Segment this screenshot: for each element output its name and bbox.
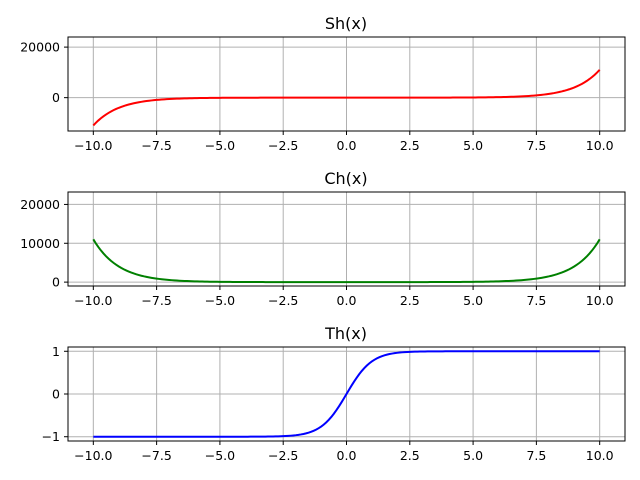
subplot-title: Ch(x) bbox=[324, 169, 367, 188]
x-tick-label: 2.5 bbox=[400, 448, 420, 463]
x-tick-label: 5.0 bbox=[463, 448, 483, 463]
x-tick-label: 2.5 bbox=[400, 293, 420, 308]
x-tick-label: 0.0 bbox=[337, 293, 357, 308]
x-tick-label: −7.5 bbox=[141, 138, 171, 153]
x-tick-label: −2.5 bbox=[268, 448, 298, 463]
x-tick-label: 2.5 bbox=[400, 138, 420, 153]
series-line-sinh bbox=[92, 69, 601, 127]
x-tick-label: −2.5 bbox=[268, 293, 298, 308]
x-tick-label: 7.5 bbox=[526, 138, 546, 153]
y-tick-label: 0 bbox=[52, 275, 60, 290]
x-tick-label: 5.0 bbox=[463, 293, 483, 308]
x-tick-label: 5.0 bbox=[463, 138, 483, 153]
grid bbox=[68, 192, 625, 286]
x-tick-label: 0.0 bbox=[337, 448, 357, 463]
y-tick-label: 0 bbox=[52, 90, 60, 105]
x-tick-label: −7.5 bbox=[141, 448, 171, 463]
x-tick-label: −10.0 bbox=[74, 138, 112, 153]
subplot-title: Th(x) bbox=[324, 324, 367, 343]
x-tick-label: 10.0 bbox=[586, 138, 614, 153]
x-tick-label: 10.0 bbox=[586, 293, 614, 308]
y-tick-label: 0 bbox=[52, 387, 60, 402]
x-tick-label: −5.0 bbox=[205, 293, 235, 308]
x-tick-label: −5.0 bbox=[205, 448, 235, 463]
x-tick-label: 0.0 bbox=[337, 138, 357, 153]
y-tick-label: −1 bbox=[42, 429, 60, 444]
x-tick-label: 7.5 bbox=[526, 448, 546, 463]
series-line-tanh bbox=[93, 350, 600, 438]
x-tick-label: −10.0 bbox=[74, 293, 112, 308]
x-tick-label: −10.0 bbox=[74, 448, 112, 463]
x-tick-label: −5.0 bbox=[205, 138, 235, 153]
y-tick-label: 20000 bbox=[20, 40, 60, 55]
y-tick-label: 10000 bbox=[20, 236, 60, 251]
subplot-title: Sh(x) bbox=[325, 14, 367, 33]
x-tick-label: −2.5 bbox=[268, 138, 298, 153]
x-tick-label: 7.5 bbox=[526, 293, 546, 308]
series-line-cosh bbox=[92, 238, 601, 284]
subplot-sh: Sh(x) −10.0 −7.5 −5.0 −2.5 0.0 2.5 5.0 7.5 10.0 0… bbox=[20, 14, 626, 153]
x-tick-label: 10.0 bbox=[586, 448, 614, 463]
y-tick-label: 20000 bbox=[20, 197, 60, 212]
subplot-ch: Ch(x) −10.0 −7.5 −5.0 −2.5 0.0 2.5 5.0 7.5 10.0 0… bbox=[20, 169, 626, 308]
x-tick-label: −7.5 bbox=[141, 293, 171, 308]
subplot-th: Th(x) −10.0 −7.5 −5.0 −2.5 0.0 2.5 5.0 7.5 10.0 −… bbox=[42, 324, 626, 463]
y-tick-label: 1 bbox=[52, 344, 60, 359]
